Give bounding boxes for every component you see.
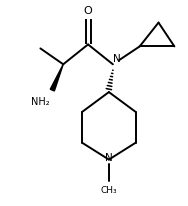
- Text: N: N: [105, 153, 113, 163]
- Text: O: O: [84, 6, 92, 16]
- Text: NH₂: NH₂: [31, 97, 50, 107]
- Text: N: N: [113, 54, 121, 64]
- Text: CH₃: CH₃: [101, 186, 117, 195]
- Polygon shape: [50, 64, 63, 91]
